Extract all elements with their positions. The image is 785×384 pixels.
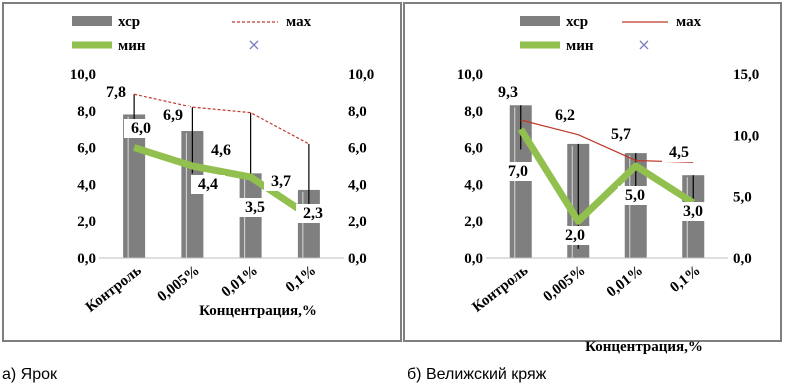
y-tick-label: 10,0 (70, 67, 96, 83)
y2-tick-label: 8,0 (348, 104, 367, 120)
data-label-min: 2,0 (565, 227, 585, 244)
data-label-min: 2,3 (303, 205, 323, 222)
series-line-min (517, 127, 696, 225)
y-tick-label: 8,0 (464, 104, 483, 120)
y2-tick-label: 10,0 (733, 128, 759, 144)
legend-label-max: мах (676, 14, 702, 30)
data-label-min: 6,0 (131, 120, 151, 137)
y-tick-label: 2,0 (464, 214, 483, 230)
y2-tick-label: 4,0 (348, 177, 367, 193)
y2-tick-label: 10,0 (348, 67, 374, 83)
data-label-bg (204, 141, 238, 160)
data-label-bg (491, 83, 525, 102)
data-label-bg (296, 204, 330, 223)
data-label-min: 3,5 (245, 199, 265, 216)
y2-tick-label: 0,0 (733, 251, 752, 267)
data-label-bg (676, 202, 710, 221)
panel-frame (403, 2, 782, 342)
data-label-avg: 4,5 (669, 144, 689, 161)
chart-panel-a: 0,0 2,0 4,0 6,0 8,0 10,0 0,0 2,0 4,0 6,0 8,0 10,0 7,… (2, 2, 402, 383)
panel-caption: б) Велижский кряж (407, 366, 547, 383)
y-tick-label: 6,0 (464, 141, 483, 157)
legend-label-min: мин (118, 38, 146, 54)
y-tick-label: 2,0 (77, 214, 96, 230)
data-label-bg (662, 143, 696, 162)
legend-marker-x: × (247, 35, 260, 54)
y-tick-label: 0,0 (464, 251, 483, 267)
data-label-min: 5,0 (625, 187, 645, 204)
series-line-min (133, 144, 311, 219)
y2-tick-label: 2,0 (348, 214, 367, 230)
y2-tick-label: 15,0 (733, 67, 759, 83)
data-label-bg (264, 172, 298, 191)
data-label-min: 4,4 (198, 176, 218, 193)
legend-label-avg: хср (566, 14, 588, 30)
data-label-min: 3,0 (683, 203, 703, 220)
data-label-avg: 4,6 (211, 142, 231, 159)
y2-tick-label: 0,0 (348, 251, 367, 267)
y2-tick-label: 6,0 (348, 141, 367, 157)
y-tick-label: 4,0 (464, 177, 483, 193)
data-label-bg (618, 186, 652, 205)
x-axis-title: Концентрация,% (585, 339, 703, 355)
legend-label-avg: хср (118, 14, 140, 30)
y-tick-label: 4,0 (77, 177, 96, 193)
legend-swatch-avg (72, 16, 112, 26)
y-tick-label: 6,0 (77, 141, 96, 157)
data-label-avg: 3,7 (271, 173, 291, 190)
series-line-max (133, 93, 310, 145)
data-label-bg (156, 106, 190, 125)
data-label-bg (124, 119, 158, 138)
data-label-avg: 5,7 (611, 126, 631, 143)
data-label-avg: 6,2 (555, 107, 575, 124)
data-label-bg (558, 226, 592, 245)
data-label-min: 7,0 (508, 163, 528, 180)
y-tick-label: 10,0 (457, 67, 483, 83)
data-label-avg: 7,8 (106, 84, 126, 101)
legend-label-max: мах (286, 14, 312, 30)
legend-swatch-avg (520, 16, 560, 26)
data-label-bg (99, 83, 133, 102)
data-label-avg: 9,3 (498, 84, 518, 101)
data-label-bg (604, 125, 638, 144)
chart-panel-b: 0,0 2,0 4,0 6,0 8,0 10,0 0,0 5,0 10,0 15,0 9,3 6,2 5… (403, 2, 782, 383)
data-label-bg (548, 106, 582, 125)
data-label-bg (501, 162, 535, 181)
legend-label-min: мин (566, 38, 594, 54)
data-label-bg (238, 198, 272, 217)
y-tick-label: 0,0 (77, 251, 96, 267)
y2-tick-label: 5,0 (733, 190, 752, 206)
y-tick-label: 8,0 (77, 104, 96, 120)
data-label-bg (191, 175, 225, 194)
legend-marker-x: × (637, 35, 650, 54)
panel-caption: а) Ярок (2, 366, 58, 383)
data-label-avg: 6,9 (163, 107, 183, 124)
x-axis-title: Концентрация,% (199, 303, 317, 319)
